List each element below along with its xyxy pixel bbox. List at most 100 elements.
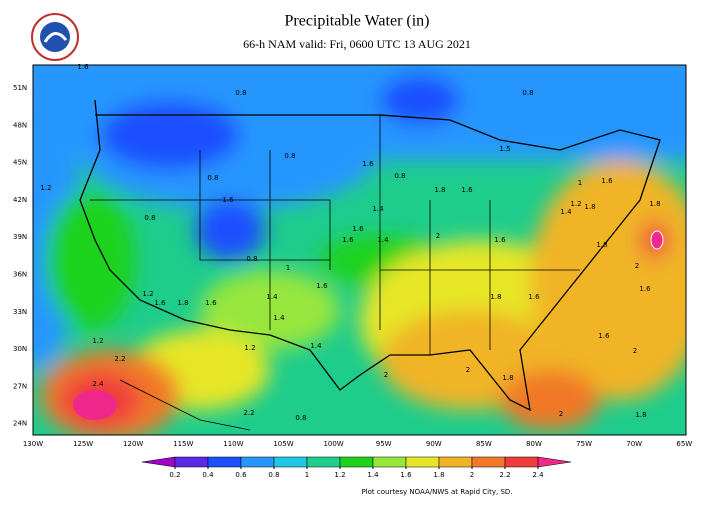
- contour-label: 1.4: [560, 208, 572, 216]
- lon-label: 75W: [576, 440, 592, 448]
- contour-label: 0.8: [284, 152, 295, 160]
- lon-label: 70W: [626, 440, 642, 448]
- colorbar-tick-label: 1.4: [367, 471, 379, 479]
- contour-label: 0.8: [144, 214, 155, 222]
- contour-label: 2: [466, 366, 470, 374]
- colorbar-end: [537, 456, 572, 468]
- lat-label: 36N: [13, 271, 27, 279]
- lon-label: 95W: [376, 440, 392, 448]
- colorbar-swatch: [306, 456, 341, 468]
- contour-label: 0.8: [295, 414, 306, 422]
- colorbar-swatch: [273, 456, 308, 468]
- contour-label: 0.8: [235, 89, 246, 97]
- title: Precipitable Water (in): [284, 13, 429, 30]
- contour-label: 1.6: [598, 332, 610, 340]
- lon-label: 85W: [476, 440, 492, 448]
- contour-label: 1.6: [601, 177, 613, 185]
- lat-label: 45N: [13, 159, 27, 167]
- colorbar-tick-label: 0.8: [268, 471, 279, 479]
- contour-label: 1.6: [154, 299, 166, 307]
- colorbar-swatch: [372, 456, 407, 468]
- colorbar-tick-label: 2.4: [532, 471, 544, 479]
- colorbar-tick-label: 0.6: [235, 471, 247, 479]
- contour-label: 2: [436, 232, 440, 240]
- lat-label: 42N: [13, 196, 27, 204]
- lat-label: 24N: [13, 420, 27, 428]
- contour-label: 1.4: [377, 236, 389, 244]
- colorbar-tick-label: 1.8: [433, 471, 444, 479]
- lon-label: 100W: [323, 440, 343, 448]
- contour-label: 1.8: [434, 186, 445, 194]
- contour-label: 1.6: [205, 299, 217, 307]
- colorbar-tick-label: 2.2: [499, 471, 510, 479]
- contour-label: 1.2: [570, 200, 581, 208]
- colorbar-tick-label: 1.6: [400, 471, 412, 479]
- colorbar-swatch: [438, 456, 473, 468]
- colorbar-tick-label: 1: [305, 471, 309, 479]
- colorbar-swatch: [240, 456, 275, 468]
- lon-label: 115W: [173, 440, 193, 448]
- contour-label: 1.4: [273, 314, 285, 322]
- lat-label: 30N: [13, 345, 27, 353]
- contour-label: 1.6: [461, 186, 473, 194]
- contour-label: 1.8: [490, 293, 501, 301]
- contour-label: 1.8: [177, 299, 188, 307]
- contour-label: 1.6: [528, 293, 540, 301]
- contour-label: 2.2: [243, 409, 254, 417]
- colorbar-swatch: [339, 456, 374, 468]
- contour-label: 1.8: [635, 411, 646, 419]
- contour-label: 2.2: [114, 355, 125, 363]
- contour-label: 2: [559, 410, 563, 418]
- lon-label: 65W: [676, 440, 692, 448]
- contour-label: 2: [635, 262, 639, 270]
- lon-label: 120W: [123, 440, 143, 448]
- credit: Plot courtesy NOAA/NWS at Rapid City, SD…: [361, 488, 512, 496]
- contour-label: 0.8: [246, 255, 257, 263]
- contour-label: 1.6: [316, 282, 328, 290]
- contour-label: 1.4: [372, 205, 384, 213]
- lat-label: 48N: [13, 121, 27, 129]
- contour-label: 1: [286, 264, 290, 272]
- colorbar-swatch: [405, 456, 440, 468]
- contour-label: 2.4: [92, 380, 104, 388]
- colorbar-tick-label: 0.4: [202, 471, 214, 479]
- logo: [31, 13, 79, 61]
- colorbar-swatch: [504, 456, 539, 468]
- map-frame: [32, 64, 687, 436]
- contour-label: 2: [384, 371, 388, 379]
- contour-label: 1.6: [222, 196, 234, 204]
- contour-label: 1.2: [92, 337, 103, 345]
- colorbar-swatch: [174, 456, 209, 468]
- contour-label: 1.5: [499, 145, 510, 153]
- lat-label: 33N: [13, 308, 27, 316]
- contour-label: 1.4: [266, 293, 278, 301]
- contour-label: 1.6: [342, 236, 354, 244]
- contour-label: 1.6: [494, 236, 506, 244]
- contour-label: 1.8: [649, 200, 660, 208]
- colorbar-end: [141, 456, 176, 468]
- contour-label: 1: [578, 179, 582, 187]
- colorbar-tick-label: 0.2: [169, 471, 180, 479]
- contour-label: 0.8: [394, 172, 405, 180]
- lat-label: 27N: [13, 382, 27, 390]
- colorbar-tick-label: 2: [470, 471, 474, 479]
- contour-label: 1.2: [40, 184, 51, 192]
- field: [33, 65, 686, 435]
- contour-label: 1.8: [596, 241, 607, 249]
- lon-label: 110W: [223, 440, 243, 448]
- lat-label: 51N: [13, 84, 27, 92]
- contour-label: 1.8: [502, 374, 513, 382]
- contour-label: 0.8: [207, 174, 218, 182]
- contour-label: 1.2: [244, 344, 255, 352]
- contour-label: 2: [633, 347, 637, 355]
- colorbar: 0.2 0.4 0.6 0.8 1 1.2 1.4 1.6 1.8 2 2.2 2.4: [141, 456, 572, 479]
- contour-label: 1.6: [362, 160, 374, 168]
- contour-label: 1.2: [142, 290, 153, 298]
- colorbar-tick-label: 1.2: [334, 471, 345, 479]
- lon-label: 105W: [273, 440, 293, 448]
- lon-label: 130W: [23, 440, 43, 448]
- contour-label: 1.6: [639, 285, 651, 293]
- lat-label: 39N: [13, 233, 27, 241]
- contour-label: 1.6: [352, 225, 364, 233]
